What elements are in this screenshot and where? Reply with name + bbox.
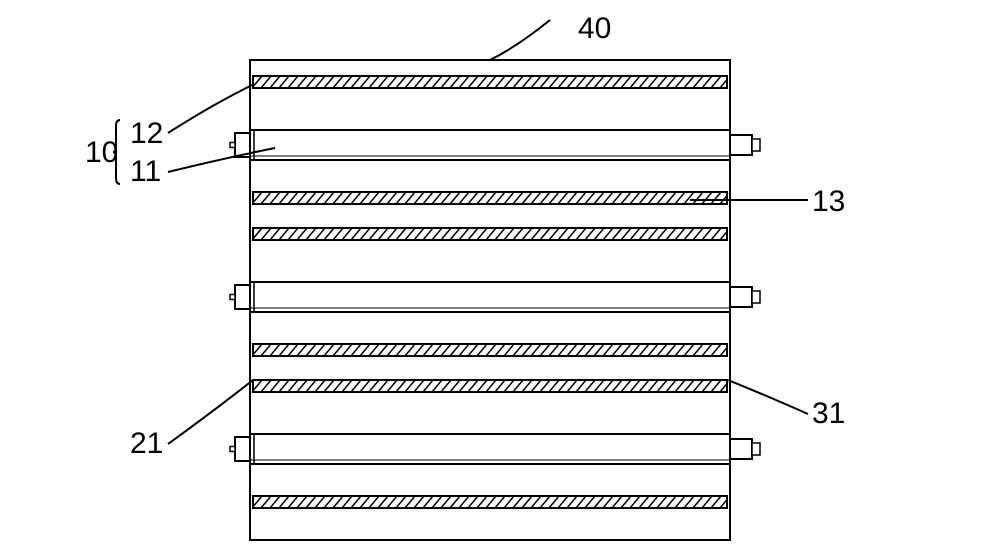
right-end-cap bbox=[730, 439, 752, 459]
label-l31: 31 bbox=[812, 397, 845, 430]
label-l21: 21 bbox=[130, 427, 163, 460]
right-end-cap bbox=[730, 287, 752, 307]
hatched-bar bbox=[252, 192, 730, 204]
hatched-bar bbox=[252, 496, 730, 508]
hatched-bar bbox=[252, 344, 730, 356]
hatched-bar bbox=[252, 228, 730, 240]
left-end-cap bbox=[235, 285, 250, 309]
label-l11: 11 bbox=[130, 155, 161, 188]
label-l10: 10 bbox=[85, 136, 118, 169]
hatched-bar bbox=[252, 380, 730, 392]
right-end-cap bbox=[730, 135, 752, 155]
roller-bar bbox=[230, 434, 760, 464]
label-l12: 12 bbox=[130, 117, 163, 150]
hatched-bar bbox=[252, 76, 730, 88]
roller-bar bbox=[230, 130, 760, 160]
label-l13: 13 bbox=[812, 185, 845, 218]
roller-bar bbox=[230, 282, 760, 312]
leader-l21 bbox=[168, 380, 253, 444]
label-l40: 40 bbox=[578, 12, 611, 45]
leader-l40 bbox=[490, 20, 550, 60]
left-end-cap bbox=[235, 437, 250, 461]
leader-l31 bbox=[728, 380, 808, 414]
leader-l12 bbox=[168, 85, 252, 133]
